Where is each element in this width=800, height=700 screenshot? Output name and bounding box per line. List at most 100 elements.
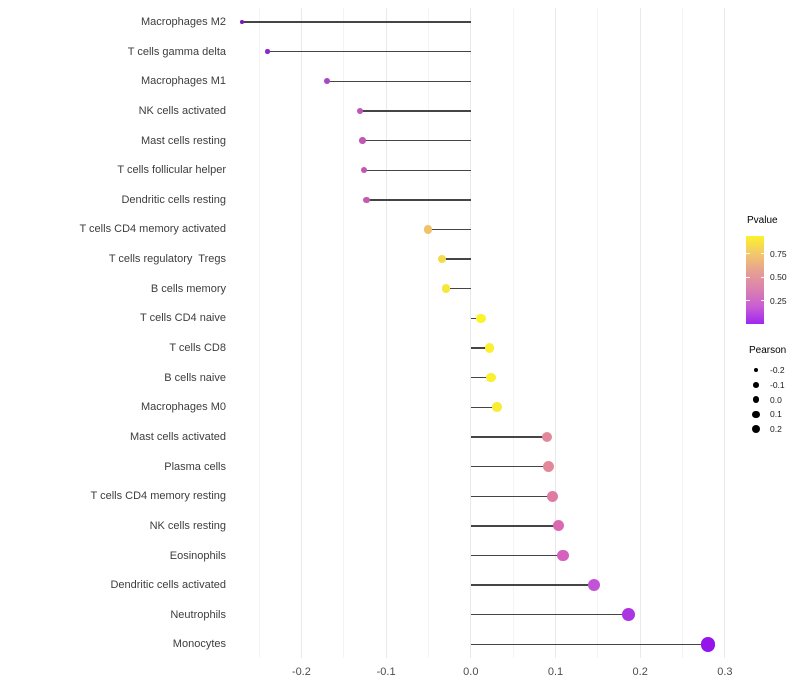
grid-line-minor bbox=[597, 8, 599, 658]
grid-line-major bbox=[470, 8, 472, 658]
stem bbox=[470, 643, 708, 646]
dot bbox=[356, 107, 364, 115]
dot bbox=[476, 313, 486, 324]
category-label: Mast cells activated bbox=[130, 430, 226, 443]
stem bbox=[267, 50, 471, 53]
category-label: B cells memory bbox=[150, 282, 226, 295]
category-label: Monocytes bbox=[172, 638, 226, 651]
dot bbox=[541, 431, 553, 443]
grid-line-minor bbox=[512, 8, 514, 658]
grid-line-minor bbox=[427, 8, 429, 658]
stem bbox=[442, 258, 471, 260]
dot bbox=[546, 490, 558, 502]
stem bbox=[470, 376, 492, 379]
pvalue-legend-title: Pvalue bbox=[747, 215, 778, 226]
stem bbox=[427, 228, 471, 231]
stem bbox=[470, 495, 553, 497]
category-label: T cells CD4 naive bbox=[140, 312, 226, 325]
colorbar-tick-mark bbox=[746, 299, 750, 302]
dot bbox=[240, 20, 244, 24]
dot bbox=[557, 549, 569, 562]
grid-line-minor bbox=[343, 8, 345, 658]
dot bbox=[323, 78, 330, 85]
dot bbox=[700, 637, 716, 652]
category-label: Mast cells resting bbox=[141, 134, 226, 147]
grid-line-major bbox=[724, 8, 726, 658]
category-label: Plasma cells bbox=[164, 460, 226, 473]
grid-line-minor bbox=[258, 8, 260, 658]
pearson-legend-dot bbox=[753, 367, 759, 373]
stem bbox=[359, 110, 471, 112]
dot bbox=[359, 137, 366, 144]
pearson-legend-label: -0.1 bbox=[770, 379, 785, 390]
pearson-legend-title: Pearson bbox=[749, 345, 787, 356]
category-label: T cells CD8 bbox=[169, 342, 226, 355]
category-label: T cells regulatory Tregs bbox=[108, 253, 226, 266]
dot bbox=[553, 520, 565, 532]
dot bbox=[437, 254, 447, 264]
pearson-legend-dot bbox=[753, 382, 759, 388]
colorbar-tick-label: 0.25 bbox=[770, 295, 787, 306]
stem bbox=[470, 614, 629, 616]
pearson-legend-label: 0.1 bbox=[770, 409, 782, 420]
pvalue-colorbar bbox=[746, 236, 764, 324]
dot bbox=[486, 372, 496, 383]
grid-line-major bbox=[555, 8, 556, 658]
colorbar-tick-mark bbox=[746, 253, 750, 255]
category-label: Macrophages M0 bbox=[141, 401, 226, 414]
stem bbox=[470, 584, 594, 586]
dot bbox=[360, 166, 368, 174]
category-label: T cells CD4 memory activated bbox=[79, 223, 226, 236]
stem bbox=[470, 525, 559, 527]
grid-line-minor bbox=[682, 8, 684, 658]
grid-line-major bbox=[639, 8, 641, 658]
x-tick-label: 0.1 bbox=[547, 666, 564, 678]
category-label: Dendritic cells activated bbox=[110, 579, 226, 592]
x-tick-label: -0.2 bbox=[291, 666, 311, 678]
stem bbox=[446, 288, 471, 290]
stem bbox=[470, 406, 498, 408]
pearson-legend-label: 0.2 bbox=[770, 424, 782, 435]
stem bbox=[470, 554, 564, 557]
dot bbox=[363, 196, 370, 204]
pearson-legend-dot bbox=[752, 410, 760, 419]
stem bbox=[242, 21, 471, 23]
colorbar-tick-mark bbox=[746, 276, 750, 278]
grid-line-major bbox=[385, 8, 387, 658]
stem bbox=[364, 169, 471, 171]
dot bbox=[265, 49, 270, 54]
category-label: NK cells resting bbox=[149, 519, 226, 532]
pearson-legend-label: 0.0 bbox=[770, 394, 782, 405]
pearson-legend-dot bbox=[752, 396, 760, 403]
dot bbox=[621, 608, 635, 622]
stem bbox=[470, 317, 481, 320]
category-label: Dendritic cells resting bbox=[121, 193, 226, 206]
pearson-legend-label: -0.2 bbox=[770, 365, 785, 375]
x-tick-label: 0.2 bbox=[632, 666, 648, 678]
dot bbox=[492, 402, 502, 413]
category-label: NK cells activated bbox=[138, 104, 226, 117]
dot bbox=[484, 343, 495, 353]
x-tick-label: 0.3 bbox=[717, 666, 733, 678]
pearson-legend-dot bbox=[751, 424, 761, 434]
stem bbox=[470, 436, 548, 438]
category-label: T cells CD4 memory resting bbox=[90, 490, 227, 503]
category-label: T cells follicular helper bbox=[117, 164, 226, 177]
stem bbox=[470, 347, 490, 349]
x-tick-label: -0.1 bbox=[376, 666, 396, 678]
colorbar-tick-mark bbox=[760, 299, 764, 302]
category-label: Neutrophils bbox=[170, 608, 226, 621]
dot bbox=[423, 225, 432, 234]
dot bbox=[441, 284, 451, 293]
stem bbox=[470, 465, 549, 468]
category-label: Eosinophils bbox=[169, 549, 226, 562]
stem bbox=[366, 199, 471, 201]
category-label: Macrophages M1 bbox=[141, 75, 226, 88]
colorbar-tick-label: 0.50 bbox=[770, 272, 787, 283]
dot bbox=[543, 461, 555, 473]
stem bbox=[326, 80, 471, 82]
colorbar-tick-mark bbox=[760, 276, 764, 278]
category-label: B cells naive bbox=[164, 371, 226, 384]
